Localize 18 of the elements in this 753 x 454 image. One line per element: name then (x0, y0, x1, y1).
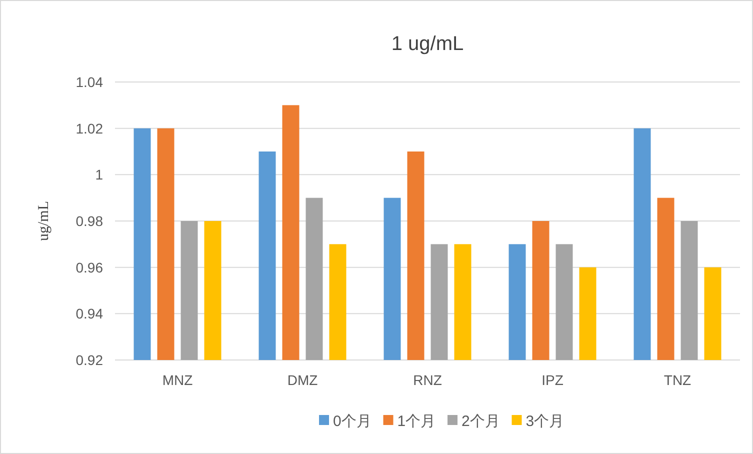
y-tick-label: 0.92 (76, 352, 104, 368)
x-tick-label: RNZ (413, 372, 442, 388)
legend-label: 1个月 (397, 413, 436, 430)
legend-label: 0个月 (333, 413, 372, 430)
y-tick-label: 0.94 (76, 306, 104, 322)
x-tick-label: IPZ (542, 372, 564, 388)
x-tick-label: TNZ (664, 372, 692, 388)
y-tick-label: 0.96 (76, 259, 104, 276)
chart-title: 1 ug/mL (391, 33, 464, 55)
y-tick-label: 1.02 (76, 120, 104, 136)
legend-label: 2个月 (462, 413, 500, 430)
x-tick-label: DMZ (287, 372, 318, 388)
y-tick-label: 1 (95, 166, 104, 183)
y-axis-title: ug/mL (36, 201, 52, 241)
legend-label: 3个月 (526, 413, 564, 430)
y-tick-label: 0.98 (76, 213, 104, 229)
y-tick-label: 1.04 (76, 74, 104, 90)
x-tick-label: MNZ (162, 372, 194, 388)
